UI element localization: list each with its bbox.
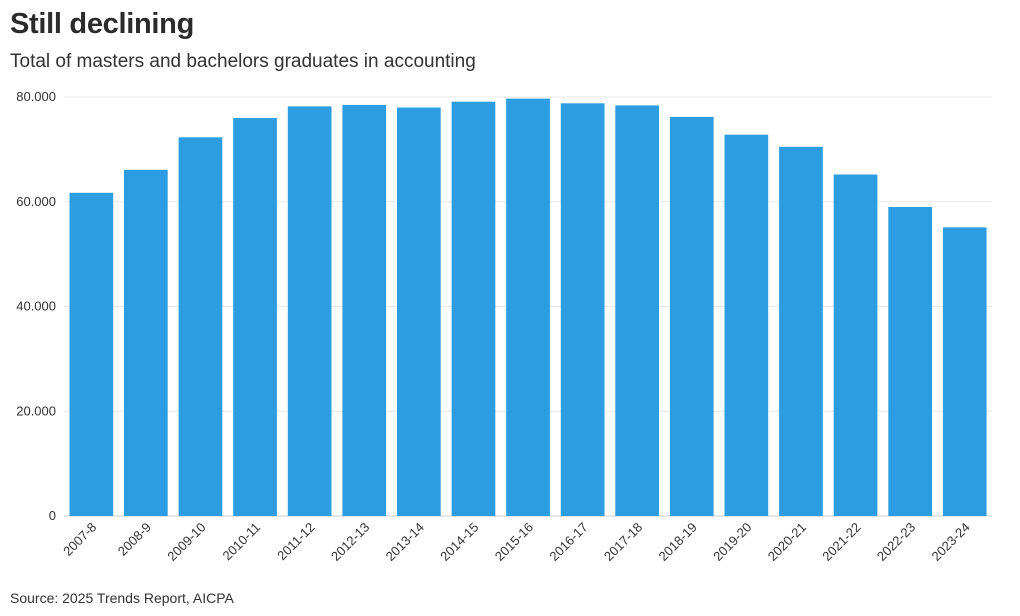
bar-2018-19[interactable] [669,116,714,517]
x-tick-label: 2008-9 [115,520,154,559]
y-tick-label: 80.000 [16,89,56,104]
x-tick-label: 2019-20 [710,520,754,564]
bar-2021-22[interactable] [833,174,878,517]
chart-title: Still declining [10,8,195,40]
y-tick-label: 20.000 [16,403,56,418]
bar-2017-18[interactable] [615,105,659,517]
x-tick-label: 2015-16 [492,520,536,564]
x-tick-label: 2010-11 [220,520,264,564]
x-tick-label: 2013-14 [383,520,427,564]
bar-2013-14[interactable] [397,107,441,517]
bar-2009-10[interactable] [178,137,223,517]
bar-2016-17[interactable] [560,103,605,517]
bar-2022-23[interactable] [888,207,932,516]
bar-2008-9[interactable] [124,169,168,517]
source-note: Source: 2025 Trends Report, AICPA [10,590,234,606]
bar-2012-13[interactable] [342,104,387,517]
bar-2023-24[interactable] [942,227,987,516]
x-tick-label: 2009-10 [164,520,208,564]
x-tick-label: 2012-13 [328,520,372,564]
y-tick-label: 0 [49,508,56,523]
x-tick-label: 2017-18 [601,520,645,564]
bar-2011-12[interactable] [287,106,332,517]
x-tick-label: 2011-12 [274,520,318,564]
x-tick-label: 2021-22 [819,520,863,564]
chart-subtitle: Total of masters and bachelors graduates… [10,51,476,72]
bar-2015-16[interactable] [506,98,550,516]
x-tick-label: 2016-17 [546,520,590,564]
x-tick-label: 2023-24 [928,520,972,564]
y-tick-label: 60.000 [16,194,56,209]
bar-2019-20[interactable] [724,134,769,516]
x-tick-label: 2020-21 [765,520,809,564]
x-tick-label: 2014-15 [437,520,481,564]
bar-2010-11[interactable] [233,118,277,516]
bar-2007-8[interactable] [69,192,114,517]
x-tick-label: 2018-19 [656,520,700,564]
bar-2020-21[interactable] [779,146,823,517]
bar-chart: 0 20.000 40.000 60.000 80.000 2007-8 2008-9 200… [16,89,992,564]
x-tick-label: 2007-8 [60,520,99,559]
x-tick-label: 2022-23 [874,520,918,564]
y-tick-label: 40.000 [16,299,56,314]
bar-2014-15[interactable] [451,101,496,516]
